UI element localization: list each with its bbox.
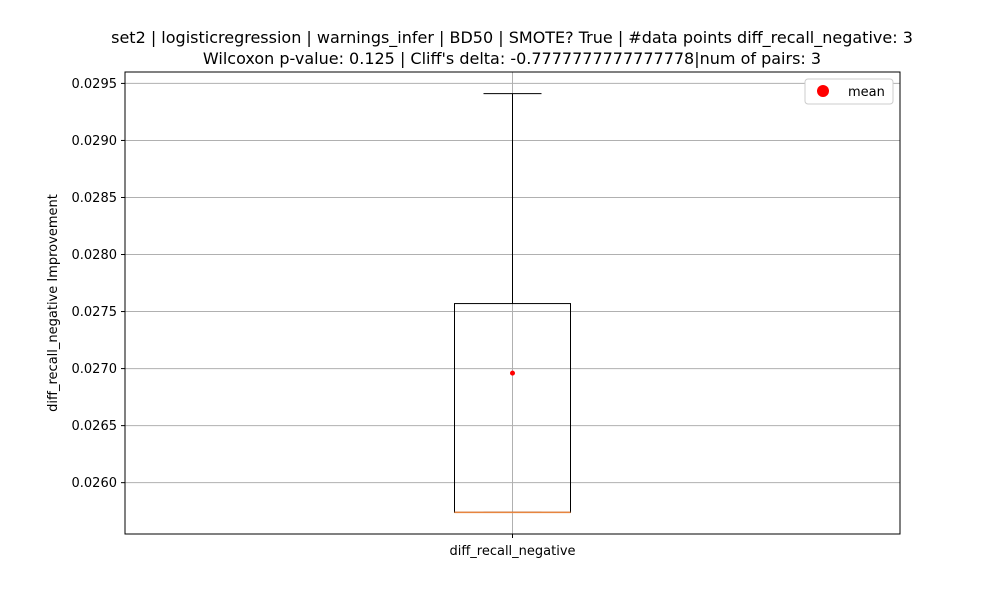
legend: mean xyxy=(804,78,894,105)
mean-point xyxy=(510,370,515,376)
x-axis: diff_recall_negative xyxy=(449,534,576,559)
legend-mean-label: mean xyxy=(848,85,885,100)
y-tick-label: 0.0295 xyxy=(72,77,118,92)
box-plot xyxy=(454,93,571,514)
plot-area-frame xyxy=(124,71,901,535)
y-tick-label: 0.0265 xyxy=(72,419,118,434)
y-tick-label: 0.0285 xyxy=(72,191,118,206)
y-axis: 0.0260 0.0265 0.0270 0.0275 0.0280 0.0285 0.02… xyxy=(72,77,125,491)
x-tick-label: diff_recall_negative xyxy=(449,544,575,559)
y-tick-label: 0.0270 xyxy=(72,362,118,377)
y-tick-label: 0.0290 xyxy=(72,134,118,149)
chart-title-line-1: set2 | logisticregression | warnings_inf… xyxy=(111,28,913,48)
y-tick-label: 0.0280 xyxy=(72,248,118,263)
y-tick-label: 0.0275 xyxy=(72,305,118,320)
y-axis-label: diff_recall_negative Improvement xyxy=(46,194,61,412)
y-tick-label: 0.0260 xyxy=(72,476,118,491)
legend-mean-marker xyxy=(817,85,829,97)
legend-frame xyxy=(804,78,894,105)
chart-title-line-2: Wilcoxon p-value: 0.125 | Cliff's delta:… xyxy=(203,49,821,68)
